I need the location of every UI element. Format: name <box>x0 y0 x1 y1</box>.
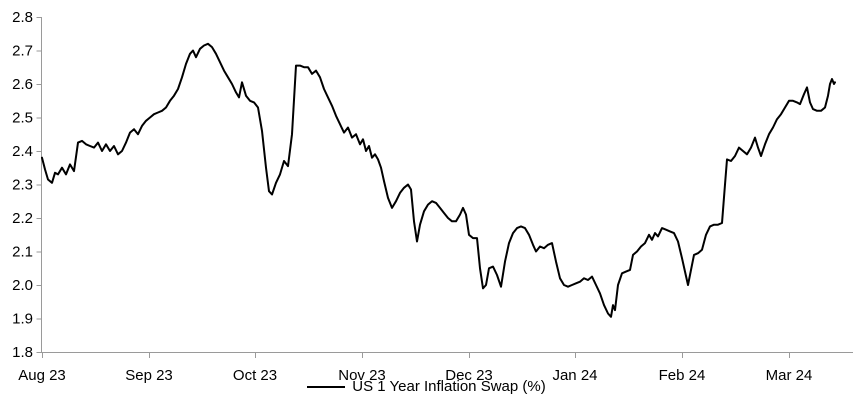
x-axis-label: Dec 23 <box>445 367 493 384</box>
x-axis-label: Jan 24 <box>552 367 597 384</box>
x-axis-label: Mar 24 <box>766 367 813 384</box>
y-axis-label: 1.9 <box>12 311 33 328</box>
y-axis-label: 2.1 <box>12 244 33 261</box>
y-axis-label: 2.7 <box>12 43 33 60</box>
series-line <box>41 42 836 318</box>
y-axis-label: 2.6 <box>12 76 33 93</box>
x-axis-label: Aug 23 <box>18 367 66 384</box>
x-axis-label: Nov 23 <box>338 367 386 384</box>
x-axis-label: Feb 24 <box>659 367 706 384</box>
y-axis-label: 2.8 <box>12 9 33 26</box>
y-axis-label: 2.0 <box>12 277 33 294</box>
y-axis-label: 2.5 <box>12 110 33 127</box>
y-axis-label: 2.2 <box>12 210 33 227</box>
x-axis-label: Sep 23 <box>125 367 173 384</box>
y-axis-label: 1.8 <box>12 344 33 361</box>
y-axis-label: 2.4 <box>12 143 33 160</box>
y-axis-label: 2.3 <box>12 177 33 194</box>
x-axis-label: Oct 23 <box>233 367 277 384</box>
